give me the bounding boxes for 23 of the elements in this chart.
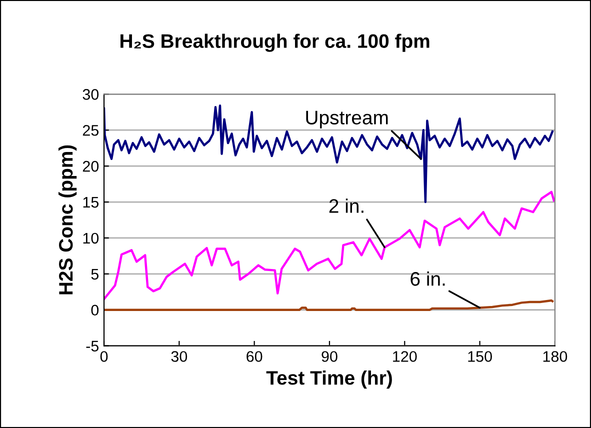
y-tick-label: 20 (82, 160, 99, 172)
chart-title: H₂S Breakthrough for ca. 100 fpm (120, 34, 430, 52)
x-tick-label: 0 (100, 351, 108, 362)
y-tick-label: 5 (91, 268, 99, 280)
x-tick-label: 180 (543, 351, 568, 362)
x-tick-label: 120 (393, 351, 417, 362)
x-tick-label: 150 (468, 351, 492, 362)
y-tick-label: 0 (91, 304, 99, 316)
y-tick-label: 25 (82, 124, 99, 136)
y-tick-label: -5 (86, 340, 99, 352)
line-series (104, 190, 555, 300)
x-tick-label: 30 (171, 351, 188, 362)
y-axis-title: H2S Conc (ppm) (58, 145, 77, 294)
y-tick-label: 15 (83, 197, 99, 208)
y-tick-label: 30 (82, 89, 99, 100)
series-label: Upstream (306, 110, 388, 128)
y-tick-label: 10 (83, 232, 99, 244)
series-label: 6 in. (410, 272, 445, 286)
x-tick-label: 90 (322, 351, 338, 362)
x-tick-label: 60 (246, 351, 262, 362)
series-label: 2 in. (329, 198, 364, 213)
line-series (104, 299, 554, 311)
x-axis-title: Test Time (hr) (266, 370, 392, 389)
